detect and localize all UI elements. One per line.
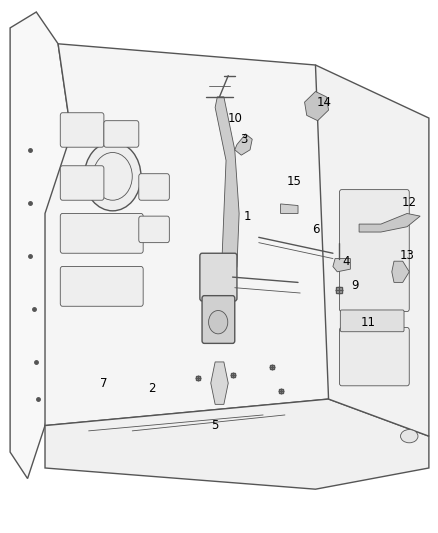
Text: 5: 5 [211,419,218,432]
Text: 7: 7 [100,377,107,390]
Polygon shape [280,204,297,214]
FancyBboxPatch shape [60,113,104,147]
Circle shape [208,311,227,334]
Polygon shape [45,44,341,425]
FancyBboxPatch shape [339,190,408,312]
FancyBboxPatch shape [201,296,234,343]
FancyBboxPatch shape [138,174,169,200]
Polygon shape [215,97,239,293]
Text: 6: 6 [311,223,318,236]
FancyBboxPatch shape [60,214,143,253]
Text: 9: 9 [350,279,358,292]
Text: 1: 1 [244,209,251,223]
Text: 3: 3 [239,133,247,146]
Polygon shape [45,399,428,489]
FancyBboxPatch shape [339,310,403,332]
Ellipse shape [399,430,417,443]
Text: 13: 13 [399,249,413,262]
Text: 2: 2 [148,382,155,395]
Polygon shape [304,92,328,120]
FancyBboxPatch shape [60,166,104,200]
Text: 15: 15 [286,175,300,188]
Polygon shape [210,362,228,405]
Circle shape [84,142,141,211]
Text: 10: 10 [227,111,242,125]
Polygon shape [234,134,252,155]
Text: 4: 4 [342,255,349,268]
Text: 14: 14 [316,95,331,109]
FancyBboxPatch shape [60,266,143,306]
FancyBboxPatch shape [339,327,408,386]
FancyBboxPatch shape [199,253,237,301]
Text: 12: 12 [401,196,416,209]
Polygon shape [358,214,419,232]
Polygon shape [391,261,408,282]
Text: 11: 11 [360,316,374,329]
FancyBboxPatch shape [104,120,138,147]
Polygon shape [315,65,428,436]
Polygon shape [332,259,350,272]
FancyBboxPatch shape [138,216,169,243]
Polygon shape [10,12,80,479]
